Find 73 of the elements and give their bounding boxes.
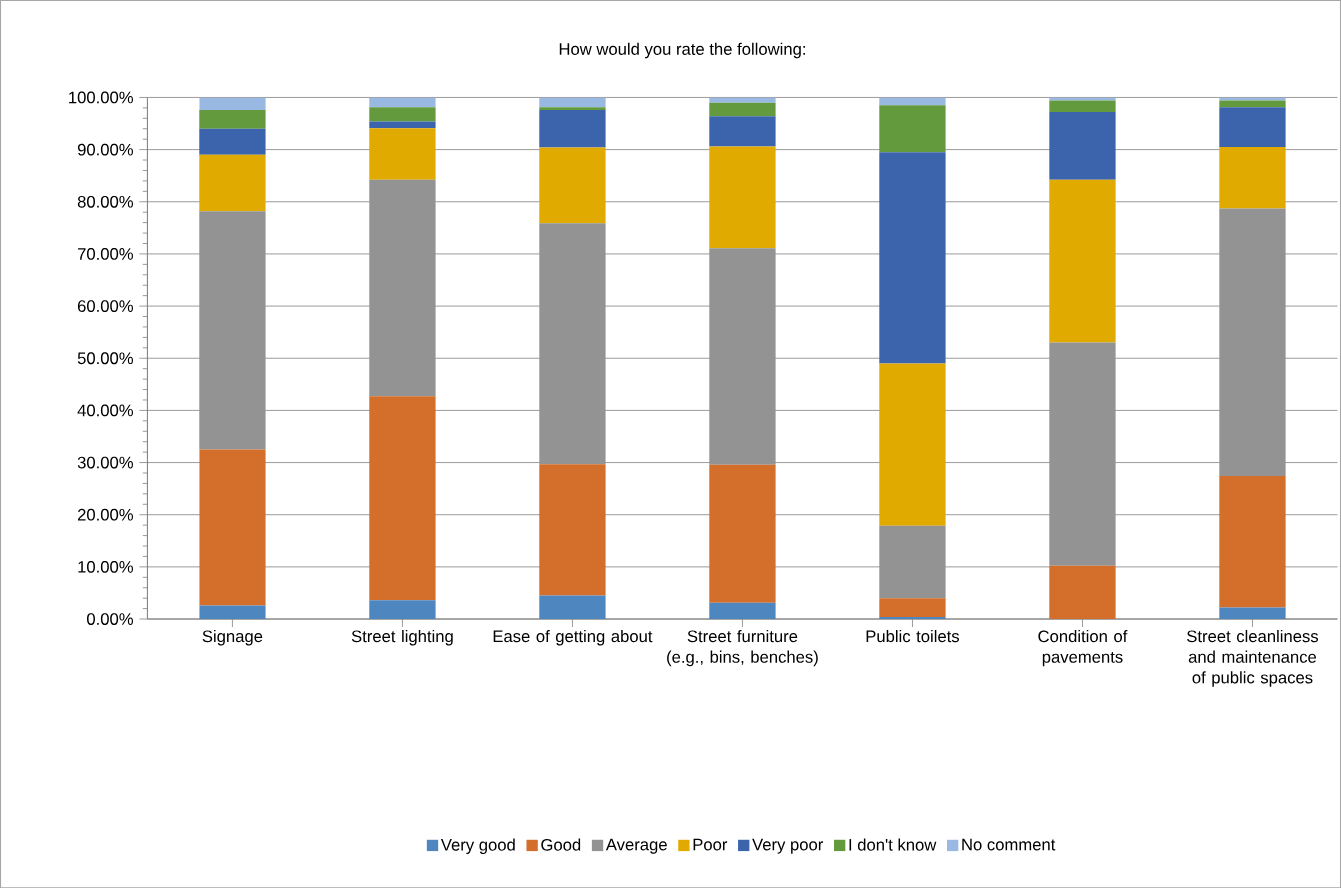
x-tick-label: Street cleanliness and maintenance of public spaces [1187, 629, 1319, 687]
legend-label: I don't know [849, 838, 937, 851]
bar [709, 116, 776, 147]
bar [1219, 475, 1286, 608]
bar [1219, 607, 1286, 619]
bar [709, 97, 776, 103]
y-tick-label: 50.00% [77, 352, 133, 364]
bar [199, 154, 266, 211]
y-tick-label: 100.00% [69, 91, 133, 104]
bar [199, 97, 266, 110]
bar [369, 97, 436, 108]
bar [879, 616, 946, 619]
bar [709, 464, 776, 603]
chart-title: How would you rate the following: [559, 42, 805, 59]
bar [1219, 107, 1286, 147]
y-tick-label: 0.00% [87, 612, 133, 625]
bar [709, 602, 776, 619]
bar [1049, 100, 1116, 112]
bar [879, 525, 946, 598]
legend-label: Average [605, 838, 667, 854]
bar [879, 152, 946, 364]
bar [539, 463, 606, 596]
bar [199, 605, 266, 619]
bar [1049, 111, 1116, 180]
bar [1049, 565, 1116, 619]
y-tick-label: 20.00% [77, 508, 133, 521]
bar [539, 107, 606, 110]
bar [369, 107, 436, 122]
bar [1219, 146, 1286, 209]
legend-label: Poor [693, 838, 728, 851]
y-tick-label: 80.00% [77, 195, 133, 208]
y-tick-label: 40.00% [77, 404, 133, 417]
bar [1219, 97, 1286, 101]
x-tick-label: Condition of pavements [1038, 629, 1128, 666]
bar [369, 600, 436, 619]
bar [199, 109, 266, 129]
x-tick-label: Ease of getting about [493, 629, 653, 646]
bar [369, 179, 436, 397]
bar [1049, 97, 1116, 101]
y-tick-label: 30.00% [77, 456, 133, 469]
bar [709, 102, 776, 117]
bar [879, 105, 946, 153]
bar [539, 109, 606, 148]
legend-label: Very good [440, 838, 515, 854]
x-tick-label: Public toilets [866, 629, 960, 643]
legend-label: No comment [962, 838, 1056, 851]
bar [539, 147, 606, 223]
legend-label: Very poor [752, 838, 824, 854]
bar [199, 128, 266, 155]
bar [369, 121, 436, 129]
y-tick-label: 60.00% [77, 300, 133, 312]
bar [539, 222, 606, 464]
x-tick-label: Street lighting [351, 629, 453, 646]
bar [879, 598, 946, 617]
bar [1049, 179, 1116, 343]
x-tick-label: Signage [202, 629, 263, 646]
bar [709, 146, 776, 249]
bar [879, 97, 946, 106]
x-tick-label: Street furniture (e.g., bins, benches) [667, 629, 818, 666]
bar [199, 210, 266, 450]
legend-label: Good [541, 838, 581, 851]
y-tick-label: 90.00% [77, 143, 133, 156]
bar [1049, 342, 1116, 566]
bar [539, 595, 606, 619]
bar [539, 97, 606, 108]
bar [709, 248, 776, 465]
y-tick-label: 70.00% [77, 247, 133, 260]
bar [199, 449, 266, 606]
bar [879, 363, 946, 526]
bar [1219, 208, 1286, 476]
bar [369, 396, 436, 601]
bar [369, 128, 436, 180]
y-tick-label: 10.00% [78, 560, 133, 573]
